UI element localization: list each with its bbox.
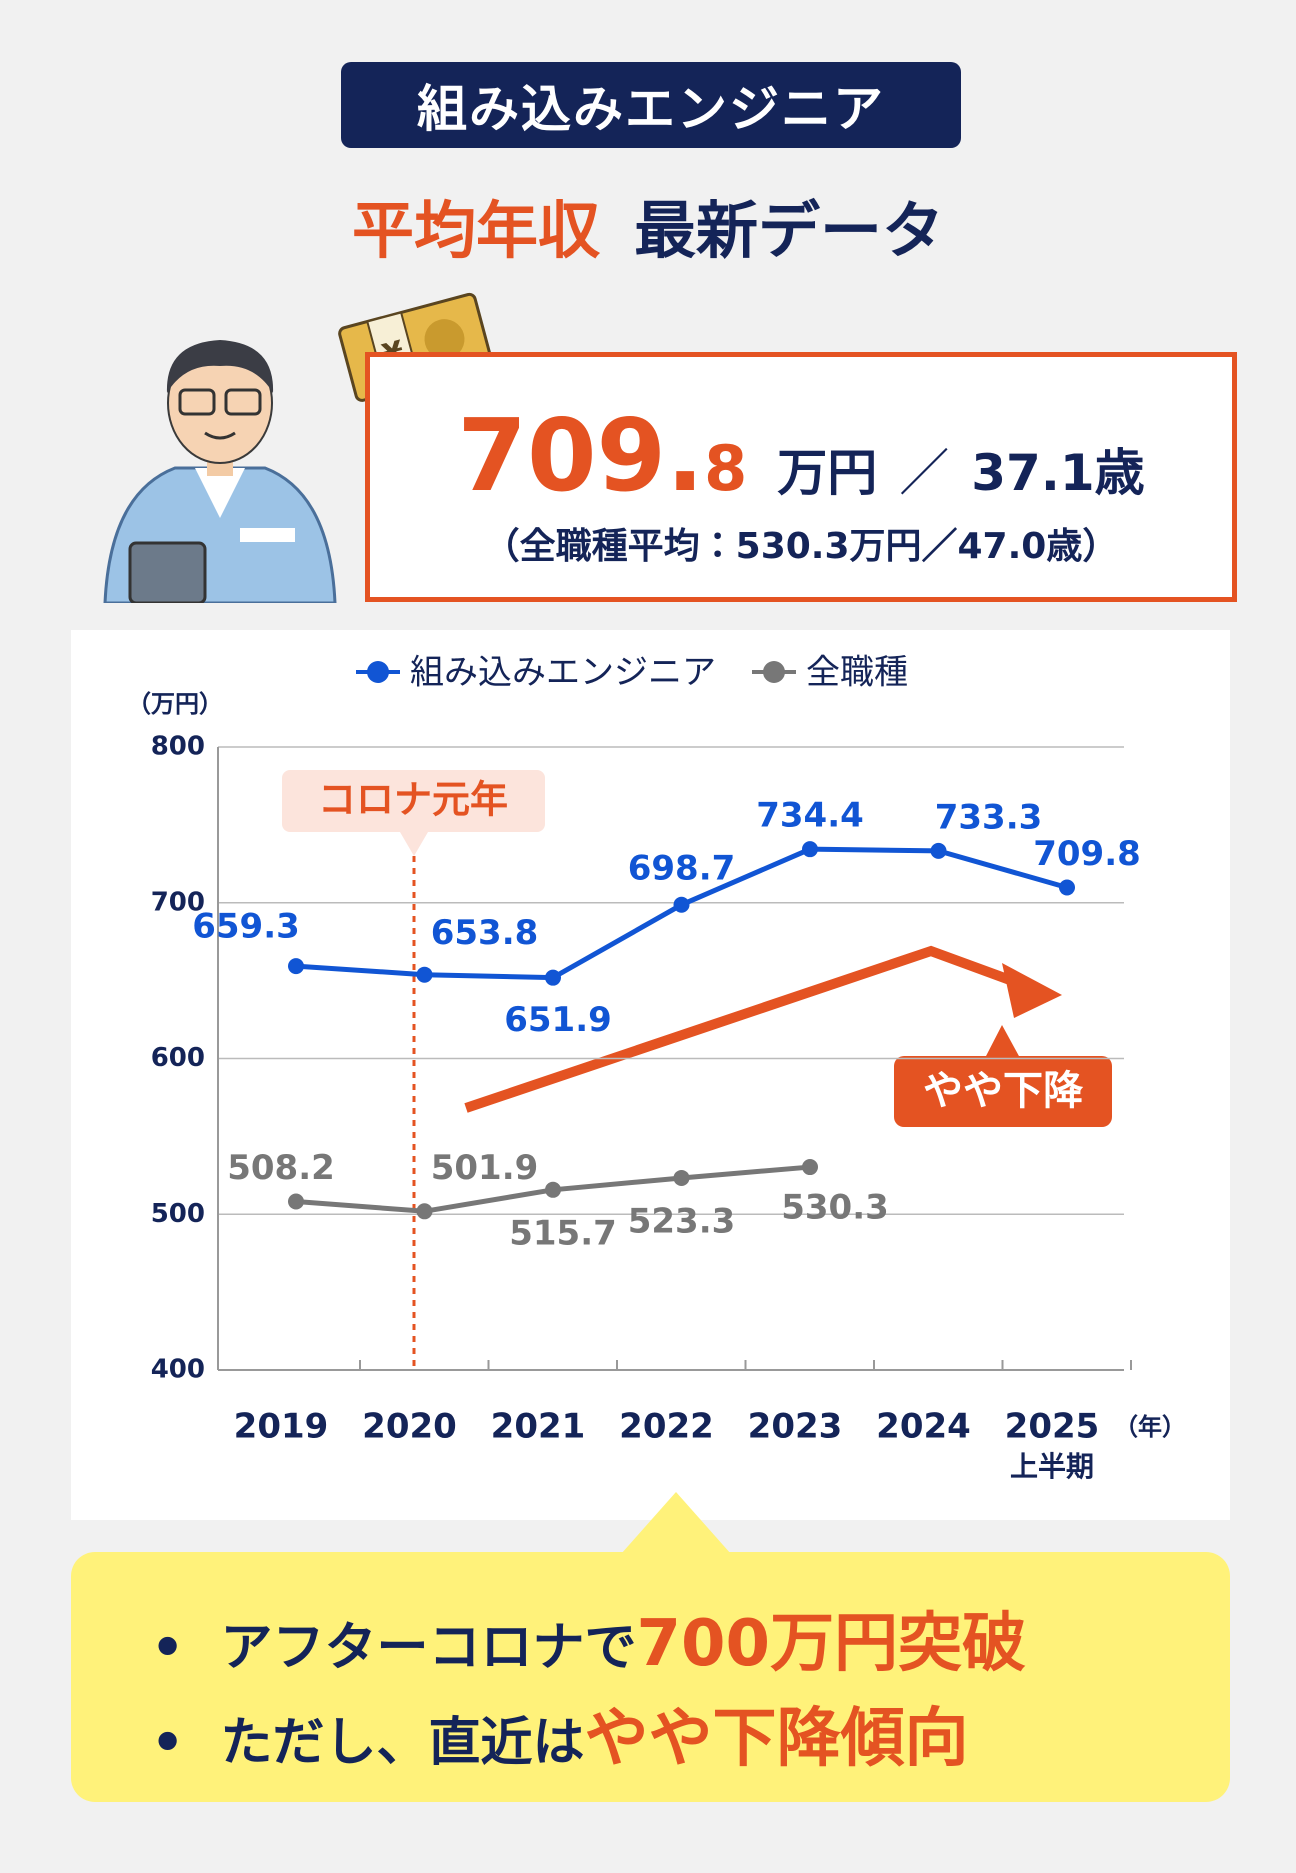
point: [416, 1203, 433, 1220]
x-unit: （年）: [1114, 1413, 1186, 1441]
legend-label: 組み込みエンジニア: [410, 653, 716, 693]
value-label: 698.7: [628, 848, 736, 888]
illustration: [103, 340, 337, 603]
title-highlight: 平均年収: [351, 194, 600, 267]
point: [930, 842, 947, 859]
note-pointer: [621, 1492, 731, 1554]
point: [288, 958, 304, 975]
y-tick-label: 700: [151, 887, 205, 917]
value-label: 734.4: [756, 796, 864, 836]
value-main: 709.: [457, 397, 705, 514]
x-tick-label: 2024: [876, 1407, 971, 1447]
title: 平均年収 最新データ: [0, 180, 1296, 270]
note-highlight: 700万円突破: [636, 1607, 1027, 1681]
x-tick-label: 2020: [362, 1407, 457, 1447]
point: [673, 1169, 690, 1186]
point: [288, 1193, 304, 1210]
trend-arrow: [464, 945, 1012, 1113]
badge: 組み込みエンジニア: [341, 62, 961, 148]
value-label: 653.8: [431, 913, 539, 953]
y-tick-label: 800: [151, 732, 205, 762]
callout-pointer: [985, 1025, 1020, 1058]
x-tick-sublabel: 上半期: [1010, 1450, 1094, 1483]
note-text: アフターコロナで: [220, 1618, 637, 1678]
covid-box: [282, 770, 545, 832]
summary-box: 709.8 万円 ／ 37.1歳 （全職種平均：530.3万円／47.0歳）: [365, 352, 1237, 602]
y-unit: （万円）: [127, 690, 223, 718]
value-label: 501.9: [431, 1148, 539, 1188]
note-line: • ただし、直近はやや下降傾向: [151, 1702, 969, 1776]
value-label: 523.3: [628, 1201, 736, 1241]
point: [1059, 879, 1075, 896]
point: [802, 1159, 818, 1176]
age: 37.1歳: [971, 444, 1145, 502]
point: [673, 896, 690, 913]
value-label: 530.3: [781, 1188, 889, 1228]
value-label: 659.3: [192, 907, 300, 947]
covid-pointer: [400, 832, 428, 856]
annotation: コロナ元年: [318, 778, 508, 822]
point: [545, 969, 561, 986]
value-label: 515.7: [509, 1213, 617, 1253]
legend-label: 全職種: [806, 653, 908, 693]
y-tick-label: 500: [151, 1199, 205, 1229]
value-label: 508.2: [227, 1148, 335, 1188]
summary-average: （全職種平均：530.3万円／47.0歳）: [483, 526, 1119, 567]
x-tick-label: 2021: [491, 1407, 586, 1447]
point: [545, 1181, 561, 1198]
value-label: 709.8: [1033, 834, 1141, 874]
y-tick-label: 600: [151, 1043, 205, 1073]
annotation: やや下降: [923, 1068, 1084, 1114]
value-decimal: 8: [704, 432, 748, 505]
trend-arrow-head: [1002, 963, 1062, 1018]
x-tick-label: 2023: [748, 1407, 843, 1447]
value-label: 733.3: [935, 797, 1043, 837]
x-tick-label: 2019: [234, 1407, 329, 1447]
separator: ／: [899, 444, 950, 502]
legend-marker: [763, 661, 785, 683]
chart: やや下降 コロナ元年 （万円） 400 500 600 700 800 2019 2020 20…: [71, 630, 1230, 1520]
note-line: • アフターコロナで700万円突破: [151, 1607, 1027, 1681]
point: [416, 966, 433, 983]
value-label: 651.9: [504, 1000, 612, 1040]
callout-box: [894, 1056, 1112, 1127]
note-highlight: やや下降傾向: [584, 1702, 969, 1776]
y-tick-label: 400: [151, 1355, 205, 1385]
legend-marker: [367, 661, 389, 683]
unit: 万円: [777, 444, 878, 502]
summary-main: 709.8 万円 ／ 37.1歳: [370, 397, 1232, 514]
x-tick-label: 2025: [1005, 1407, 1100, 1447]
x-tick-label: 2022: [619, 1407, 714, 1447]
note-text: ただし、直近は: [220, 1713, 585, 1773]
title-rest: 最新データ: [634, 194, 945, 267]
point: [802, 841, 818, 858]
note-box: • アフターコロナで700万円突破 • ただし、直近はやや下降傾向: [71, 1492, 1230, 1802]
